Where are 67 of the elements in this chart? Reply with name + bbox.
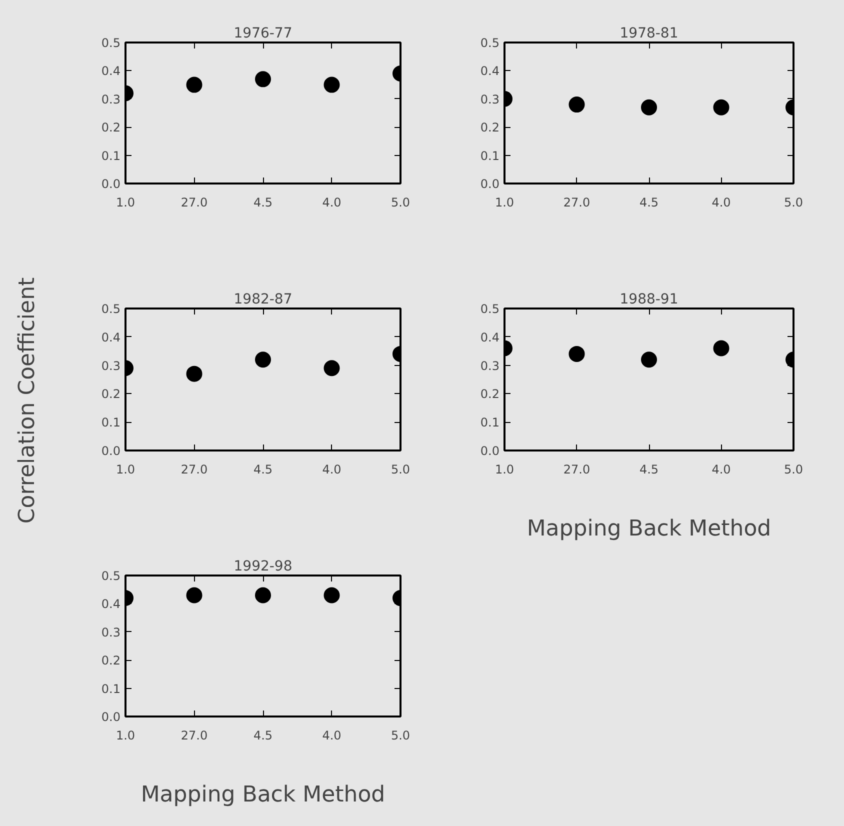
x-tick-label: 4.5 bbox=[253, 196, 273, 210]
x-tick-label: 4.0 bbox=[322, 462, 342, 476]
y-tick-label: 0.0 bbox=[101, 177, 121, 191]
y-tick-label: 0.1 bbox=[480, 148, 500, 163]
x-tick-label: 5.0 bbox=[390, 462, 410, 476]
x-tick-label: 1.0 bbox=[494, 196, 514, 210]
x-tick-label: 4.5 bbox=[253, 462, 273, 476]
y-tick-label: 0.4 bbox=[101, 597, 121, 612]
y-tick-label: 0.0 bbox=[101, 444, 121, 458]
x-tick-label: 1.0 bbox=[116, 196, 136, 210]
y-tick-label: 0.5 bbox=[480, 302, 500, 316]
y-tick-label: 0.2 bbox=[101, 654, 121, 668]
y-tick-label: 0.2 bbox=[480, 120, 500, 135]
y-tick-label: 0.1 bbox=[101, 682, 121, 696]
x-tick-label: 27.0 bbox=[180, 462, 208, 476]
chart-title: 1988-91 bbox=[620, 292, 678, 308]
y-tick-label: 0.4 bbox=[101, 64, 121, 78]
y-tick-label: 0.3 bbox=[480, 92, 500, 106]
y-tick-label: 0.5 bbox=[101, 302, 121, 316]
chart-title: 1976-77 bbox=[234, 26, 292, 42]
y-tick-label: 0.2 bbox=[101, 387, 121, 402]
x-tick-label: 4.0 bbox=[322, 728, 342, 742]
y-tick-label: 0.5 bbox=[101, 569, 121, 583]
y-axis-title: Correlation Coefficient bbox=[15, 276, 40, 524]
y-tick-label: 0.0 bbox=[480, 177, 500, 191]
x-tick-label: 4.0 bbox=[322, 196, 342, 210]
x-tick-label: 1.0 bbox=[116, 728, 136, 742]
y-tick-label: 0.5 bbox=[480, 36, 500, 50]
x-axis-title: Mapping Back Method bbox=[140, 782, 386, 808]
y-tick-label: 0.1 bbox=[480, 416, 500, 430]
y-tick-label: 0.4 bbox=[480, 330, 500, 344]
x-tick-label: 4.5 bbox=[639, 196, 659, 210]
y-tick-label: 0.5 bbox=[101, 36, 121, 50]
y-tick-label: 0.4 bbox=[480, 64, 500, 78]
x-tick-label: 5.0 bbox=[784, 462, 804, 476]
y-tick-label: 0.3 bbox=[101, 358, 121, 373]
x-tick-label: 27.0 bbox=[563, 196, 590, 210]
x-tick-label: 4.0 bbox=[712, 196, 731, 210]
y-tick-label: 0.3 bbox=[101, 92, 121, 106]
x-tick-label: 5.0 bbox=[390, 196, 410, 210]
y-tick-label: 0.1 bbox=[101, 416, 121, 430]
y-tick-label: 0.3 bbox=[101, 625, 121, 640]
y-tick-label: 0.2 bbox=[101, 120, 121, 135]
chart-title: 1992-98 bbox=[234, 558, 292, 574]
y-tick-label: 0.0 bbox=[101, 710, 121, 724]
x-axis-title: Mapping Back Method bbox=[526, 516, 772, 542]
point bbox=[641, 352, 657, 368]
x-tick-label: 1.0 bbox=[494, 462, 514, 476]
point bbox=[255, 352, 271, 368]
x-tick-label: 4.0 bbox=[712, 462, 731, 476]
chart-title: 1978-81 bbox=[620, 26, 678, 42]
x-tick-label: 1.0 bbox=[116, 462, 136, 476]
point bbox=[255, 71, 271, 88]
y-tick-label: 0.2 bbox=[480, 387, 500, 402]
x-tick-label: 27.0 bbox=[563, 462, 590, 476]
x-tick-label: 4.5 bbox=[639, 462, 659, 476]
x-tick-label: 5.0 bbox=[390, 728, 410, 742]
y-tick-label: 0.3 bbox=[480, 358, 500, 373]
x-tick-label: 27.0 bbox=[180, 728, 208, 742]
point bbox=[641, 99, 657, 116]
x-tick-label: 4.5 bbox=[253, 728, 273, 742]
x-tick-label: 27.0 bbox=[180, 196, 208, 210]
y-tick-label: 0.4 bbox=[101, 330, 121, 344]
chart-title: 1982-87 bbox=[234, 292, 292, 308]
x-tick-label: 5.0 bbox=[784, 196, 804, 210]
y-tick-label: 0.0 bbox=[480, 444, 500, 458]
y-tick-label: 0.1 bbox=[101, 148, 121, 163]
